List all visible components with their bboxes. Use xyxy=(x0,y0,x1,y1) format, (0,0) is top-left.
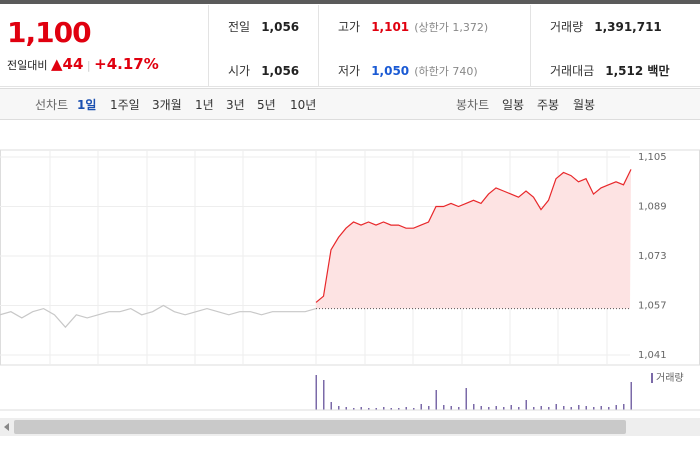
volume-bar xyxy=(435,390,437,410)
divider xyxy=(0,86,700,87)
volume-bar xyxy=(548,407,550,410)
stat-value: 1,391,711 xyxy=(594,20,662,34)
scrollbar-thumb xyxy=(14,420,626,434)
volume-bar xyxy=(323,380,325,410)
y-tick-label: 1,057 xyxy=(638,301,667,312)
volume-bar xyxy=(345,407,347,410)
volume-bar xyxy=(525,400,527,410)
tab[interactable]: 주봉 xyxy=(537,98,560,112)
chart: 1,105 1,089 1,073 1,057 1,041 거래량 xyxy=(0,149,700,436)
tab[interactable]: 10년 xyxy=(290,98,317,112)
price: 1,100 xyxy=(7,16,92,49)
volume-bar xyxy=(465,388,467,410)
volume-bar xyxy=(390,408,392,410)
tab[interactable]: 3개월 xyxy=(152,98,182,112)
volume-bar xyxy=(330,402,332,410)
tab[interactable]: 1년 xyxy=(195,98,214,112)
stat-note: (하한가 740) xyxy=(414,65,478,78)
volume-bar xyxy=(413,408,415,410)
stat-value: 1,050 xyxy=(371,64,410,78)
volume-bar xyxy=(570,407,572,410)
volume-bar xyxy=(503,407,505,410)
volume-bar xyxy=(398,408,400,410)
volume-bar xyxy=(593,407,595,410)
volume-bar xyxy=(368,408,370,410)
tab[interactable]: 3년 xyxy=(226,98,245,112)
volume-bar xyxy=(353,408,355,410)
stat-label: 시가 xyxy=(228,64,251,78)
volume-bar xyxy=(563,406,565,410)
volume-bar xyxy=(533,407,535,410)
volume-bar xyxy=(495,406,497,410)
price-line xyxy=(315,169,632,303)
tab[interactable]: 1주일 xyxy=(110,98,140,112)
stat-value: 1,512 백만 xyxy=(605,64,670,78)
stat-label: 거래량 xyxy=(550,20,584,34)
tab[interactable]: 1일 xyxy=(77,98,97,112)
tab: 선차트 xyxy=(35,98,69,112)
volume-bar xyxy=(420,404,422,410)
stat-value: 1,056 xyxy=(261,20,300,34)
stat-value: 1,101 xyxy=(371,20,410,34)
area xyxy=(316,169,631,309)
change-value: ▲44 xyxy=(50,55,84,73)
volume-bar xyxy=(555,404,557,410)
scroll-arrow xyxy=(4,423,9,431)
volume-bar xyxy=(383,407,385,410)
volume-bar xyxy=(615,405,617,410)
volume-bar xyxy=(578,405,580,410)
volume-bar xyxy=(488,407,490,410)
tab[interactable]: 일봉 xyxy=(502,98,525,112)
divider xyxy=(530,5,531,87)
y-tick-label: 1,041 xyxy=(638,350,667,361)
stat-value: 1,056 xyxy=(261,64,300,78)
tab: 봉차트 xyxy=(456,98,490,112)
stat-note: (상한가 1,372) xyxy=(414,21,489,34)
stat-label: 저가 xyxy=(338,64,361,78)
volume-bar xyxy=(630,382,632,410)
y-tick-label: 1,073 xyxy=(638,251,667,262)
volume-bar xyxy=(480,406,482,410)
divider xyxy=(318,5,319,87)
tab-bar xyxy=(0,88,700,120)
volume-bar xyxy=(375,408,377,410)
tab[interactable]: 5년 xyxy=(257,98,276,112)
volume-legend-swatch xyxy=(651,373,653,383)
change: 전일대비 ▲44 | +4.17% xyxy=(7,55,159,73)
change-rate: +4.17% xyxy=(94,55,159,73)
stat-label: 거래대금 xyxy=(550,64,595,78)
y-tick-label: 1,105 xyxy=(638,152,667,163)
volume-bar xyxy=(405,407,407,410)
stat-label: 고가 xyxy=(338,20,361,34)
volume-bar xyxy=(458,407,460,410)
change-label: 전일대비 xyxy=(7,59,48,72)
volume-legend: 거래량 xyxy=(656,372,684,384)
volume-bar xyxy=(600,406,602,410)
volume-bar xyxy=(585,406,587,410)
volume-bar xyxy=(518,407,520,410)
volume-bar xyxy=(428,406,430,410)
volume-bar xyxy=(315,375,317,410)
volume-bar xyxy=(540,406,542,410)
top-bar xyxy=(0,0,700,4)
volume-bar xyxy=(510,405,512,410)
volume-bar xyxy=(443,405,445,410)
volume-bar xyxy=(450,406,452,410)
volume-bar xyxy=(338,406,340,410)
volume-bar xyxy=(608,407,610,410)
y-tick-label: 1,089 xyxy=(638,202,667,213)
price-line xyxy=(0,304,317,329)
volume-bar xyxy=(360,407,362,410)
tab[interactable]: 월봉 xyxy=(573,98,596,112)
divider xyxy=(208,5,209,87)
stat-label: 전일 xyxy=(228,20,251,34)
volume-bar xyxy=(473,404,475,410)
volume-bar xyxy=(623,404,625,410)
